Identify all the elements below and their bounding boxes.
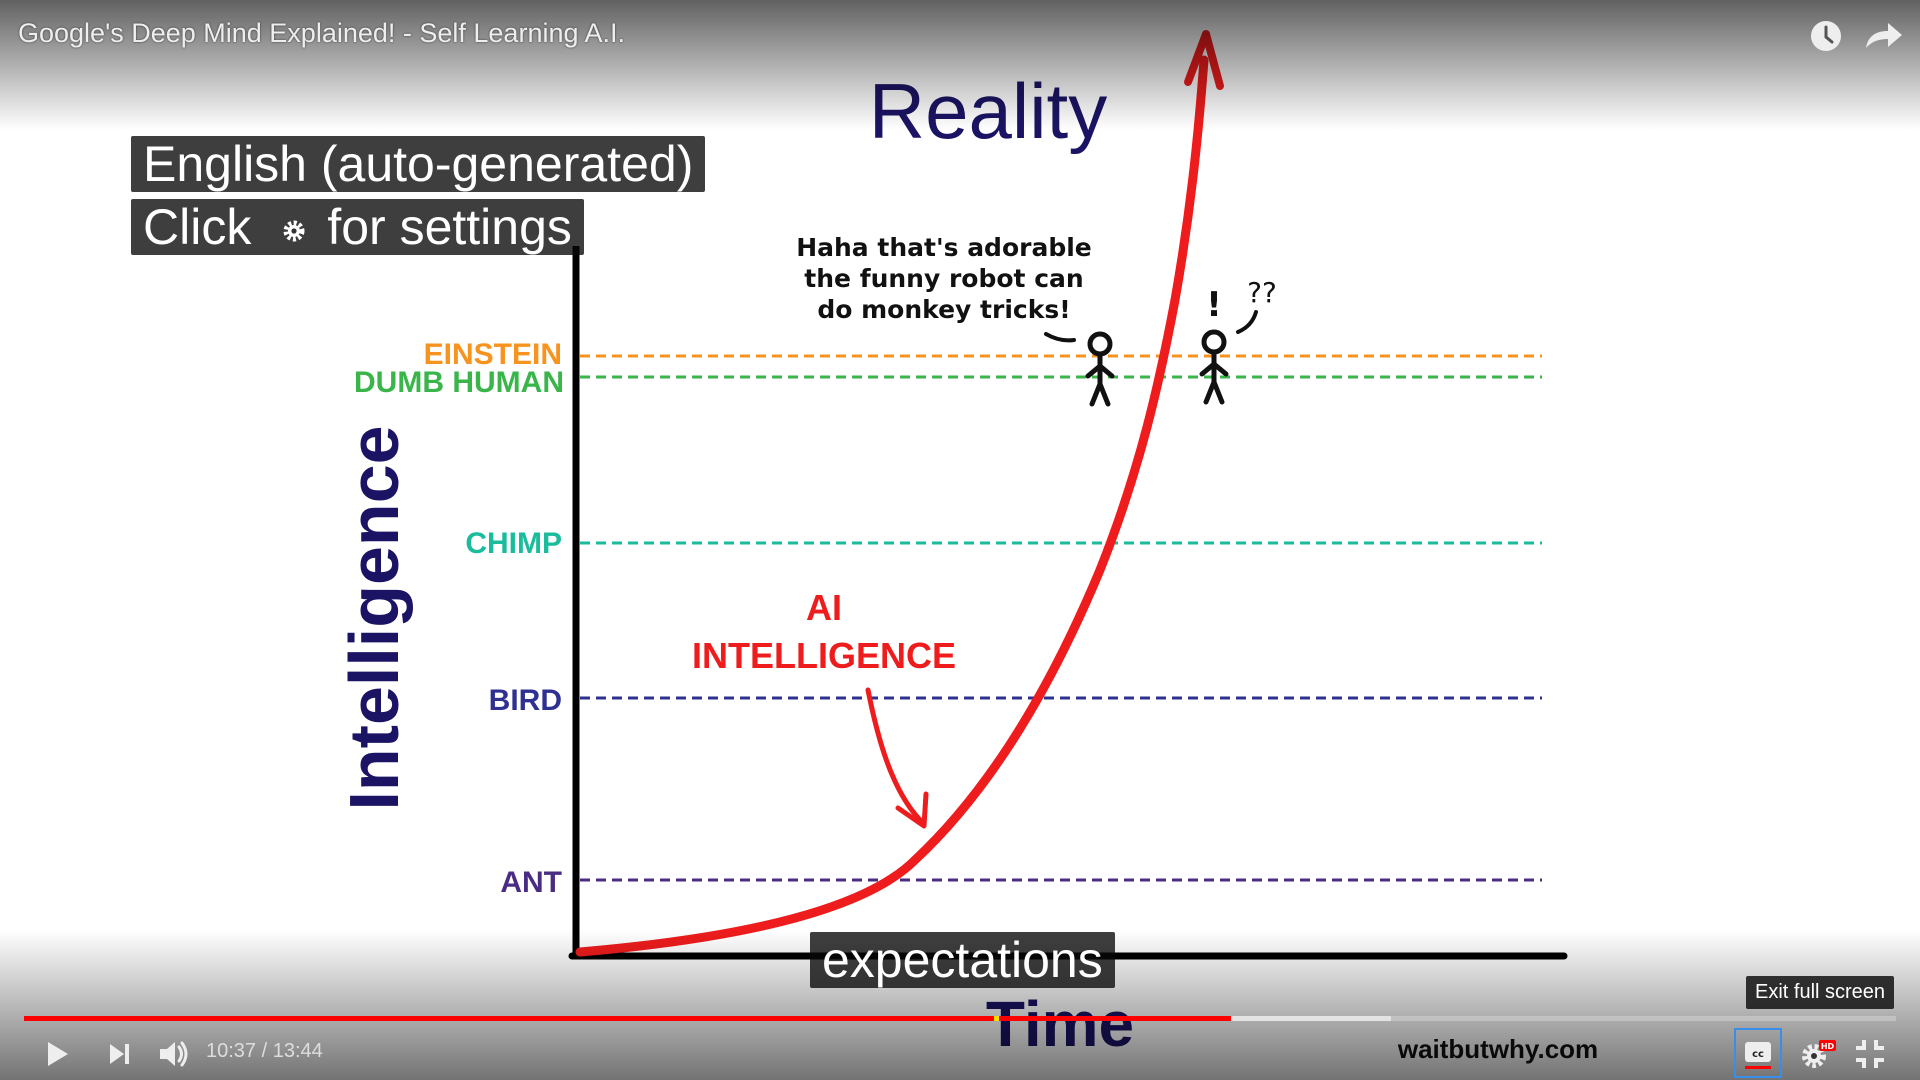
gear-icon (283, 220, 305, 242)
progress-played (24, 1016, 1232, 1021)
svg-text:cc: cc (1752, 1049, 1764, 1060)
speech-line-3: do monkey tricks! (817, 295, 1070, 324)
share-button[interactable] (1856, 14, 1908, 58)
caption-hint-prefix: Click (143, 199, 252, 255)
tooltip: Exit full screen (1746, 976, 1895, 1009)
video-title[interactable]: Google's Deep Mind Explained! - Self Lea… (18, 18, 626, 48)
volume-icon (160, 1041, 188, 1067)
settings-button[interactable]: HD (1794, 1032, 1840, 1076)
question-marks: ?? (1247, 276, 1277, 309)
stick-figure-left (1085, 331, 1115, 407)
subtitles-button[interactable]: cc (1734, 1028, 1782, 1078)
watch-later-button[interactable] (1800, 14, 1852, 58)
top-gradient (0, 0, 1920, 130)
play-icon (48, 1042, 68, 1066)
next-button[interactable] (100, 1032, 140, 1076)
intelligence-label: INTELLIGENCE (692, 635, 956, 676)
share-arrow-icon (1866, 23, 1902, 48)
ai-pointer-arrow (865, 687, 923, 823)
exit-fullscreen-icon (1856, 1040, 1884, 1068)
caption-language-line: English (auto-generated) (131, 136, 706, 192)
y-axis-label: Intelligence (335, 425, 413, 810)
level-label-ant: ANT (500, 866, 562, 899)
cc-icon: cc (1745, 1042, 1771, 1069)
speech-line-1: Haha that's adorable (796, 233, 1092, 262)
level-label-chimp: CHIMP (465, 527, 562, 560)
speech-pointer (1044, 332, 1076, 343)
play-button[interactable] (36, 1032, 78, 1076)
chapter-marker (993, 1016, 999, 1021)
question-pointer (1236, 310, 1258, 334)
volume-button[interactable] (152, 1032, 196, 1076)
level-label-einstein: EINSTEIN (424, 338, 562, 371)
caption-text: expectations (822, 932, 1103, 988)
svg-text:HD: HD (1821, 1042, 1835, 1051)
next-icon (110, 1044, 129, 1064)
ai-label: AI (806, 587, 842, 628)
caption-language-text: English (auto-generated) (143, 136, 694, 192)
level-label-dumb-human: DUMB HUMAN (354, 366, 564, 399)
time-display: 10:37 / 13:44 (206, 1040, 323, 1062)
current-caption: expectations (810, 932, 1115, 988)
progress-bar[interactable] (24, 1016, 1896, 1021)
settings-gear-icon: HD (1802, 1040, 1836, 1068)
speech-line-2: the funny robot can (804, 264, 1083, 293)
ai-intelligence-curve (575, 55, 1209, 957)
exit-fullscreen-button[interactable] (1848, 1032, 1892, 1076)
clock-icon (1811, 21, 1841, 51)
ai-pointer-arrowhead (895, 791, 929, 829)
exclaim-mark: ! (1206, 285, 1222, 325)
level-label-bird: BIRD (489, 684, 562, 717)
caption-settings-hint: Click for settings (131, 199, 584, 255)
stick-figure-right (1199, 329, 1229, 405)
caption-hint-suffix: for settings (327, 199, 572, 255)
